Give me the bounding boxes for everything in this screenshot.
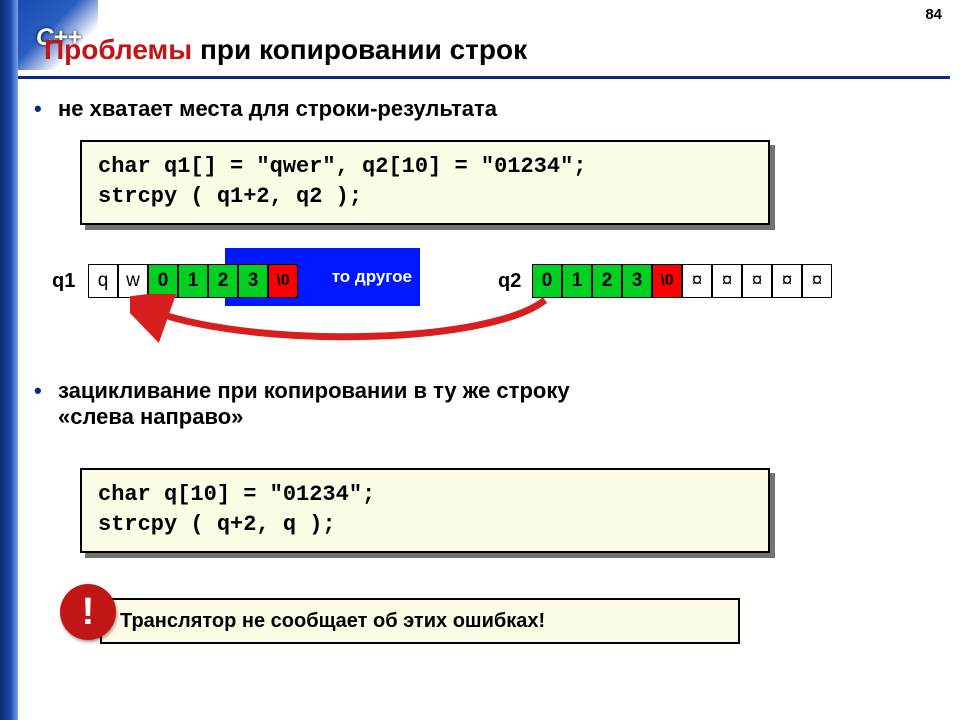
memory-cell: ¤ — [772, 264, 802, 298]
q1-cells: qw0123\0 — [88, 264, 298, 298]
warning-box: Транслятор не сообщает об этих ошибках! — [100, 598, 740, 644]
slide-title: Проблемы при копировании строк — [44, 34, 527, 66]
memory-cell: 1 — [562, 264, 592, 298]
code-line: strcpy ( q+2, q ); — [98, 510, 752, 540]
q2-cells: 0123\0¤¤¤¤¤ — [532, 264, 832, 298]
left-gradient-stripe — [0, 0, 18, 720]
code-box-2: char q[10] = "01234"; strcpy ( q+2, q ); — [80, 468, 770, 553]
memory-cell: 1 — [178, 264, 208, 298]
code-box-1: char q1[] = "qwer", q2[10] = "01234"; st… — [80, 140, 770, 225]
memory-cell: q — [88, 264, 118, 298]
copy-arrow — [130, 294, 560, 346]
code-line: strcpy ( q1+2, q2 ); — [98, 182, 752, 212]
code-line: char q[10] = "01234"; — [98, 480, 752, 510]
memory-cell: 2 — [208, 264, 238, 298]
q1-label: q1 — [52, 270, 75, 293]
bullet-2: зацикливание при копировании в ту же стр… — [36, 378, 836, 430]
title-rest: при копировании строк — [192, 34, 527, 65]
memory-cell: 0 — [148, 264, 178, 298]
bullet-2-line1: зацикливание при копировании в ту же стр… — [58, 378, 570, 403]
bullet-1-text: не хватает места для строки-результата — [58, 96, 497, 121]
memory-cell: 3 — [238, 264, 268, 298]
memory-cell: ¤ — [712, 264, 742, 298]
bullet-1: не хватает места для строки-результата — [36, 96, 497, 122]
memory-cell: 0 — [532, 264, 562, 298]
memory-cell: \0 — [652, 264, 682, 298]
memory-cell: w — [118, 264, 148, 298]
bullet-2-line2: «слева направо» — [58, 404, 836, 430]
q2-label: q2 — [498, 270, 521, 293]
title-underline — [18, 76, 950, 79]
memory-cell: ¤ — [802, 264, 832, 298]
memory-cell: \0 — [268, 264, 298, 298]
page-number: 84 — [925, 6, 942, 23]
code-line: char q1[] = "qwer", q2[10] = "01234"; — [98, 152, 752, 182]
memory-cell: 3 — [622, 264, 652, 298]
memory-cell: 2 — [592, 264, 622, 298]
warning-badge: ! — [60, 584, 116, 640]
warning-text: Транслятор не сообщает об этих ошибках! — [120, 610, 545, 633]
memory-diagram: то другое q1 qw0123\0 q2 0123\0¤¤¤¤¤ — [0, 258, 960, 338]
title-highlight: Проблемы — [44, 34, 192, 65]
overwrite-region-text: то другое — [332, 267, 412, 287]
memory-cell: ¤ — [742, 264, 772, 298]
memory-cell: ¤ — [682, 264, 712, 298]
